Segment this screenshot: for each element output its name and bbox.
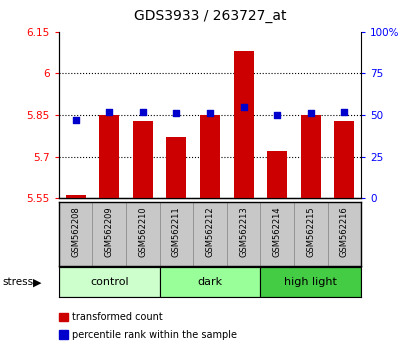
Text: GSM562213: GSM562213 xyxy=(239,206,248,257)
Point xyxy=(139,109,146,115)
Bar xyxy=(200,115,220,198)
Bar xyxy=(59,267,160,297)
Text: GSM562208: GSM562208 xyxy=(71,206,80,257)
Bar xyxy=(166,137,186,198)
Point xyxy=(106,109,113,115)
Text: GDS3933 / 263727_at: GDS3933 / 263727_at xyxy=(134,9,286,23)
Bar xyxy=(160,267,260,297)
Text: GSM562209: GSM562209 xyxy=(105,206,114,257)
Bar xyxy=(334,121,354,198)
Bar xyxy=(294,202,328,266)
Bar xyxy=(126,202,160,266)
Bar xyxy=(99,115,119,198)
Bar xyxy=(92,202,126,266)
Bar xyxy=(260,267,361,297)
Bar xyxy=(301,115,321,198)
Point xyxy=(207,110,213,116)
Text: high light: high light xyxy=(284,277,337,287)
Point xyxy=(173,110,180,116)
Text: GSM562212: GSM562212 xyxy=(205,206,215,257)
Text: ▶: ▶ xyxy=(33,277,41,287)
Bar xyxy=(66,195,86,198)
Text: percentile rank within the sample: percentile rank within the sample xyxy=(72,330,237,340)
Bar xyxy=(234,51,254,198)
Point xyxy=(307,110,314,116)
Text: GSM562214: GSM562214 xyxy=(273,206,282,257)
Text: GSM562215: GSM562215 xyxy=(306,206,315,257)
Bar xyxy=(193,202,227,266)
Point xyxy=(274,112,281,118)
Bar xyxy=(59,202,92,266)
Bar xyxy=(328,202,361,266)
Point xyxy=(72,117,79,123)
Text: dark: dark xyxy=(197,277,223,287)
Text: GSM562210: GSM562210 xyxy=(138,206,147,257)
Text: stress: stress xyxy=(2,277,33,287)
Bar xyxy=(267,151,287,198)
Text: GSM562216: GSM562216 xyxy=(340,206,349,257)
Text: transformed count: transformed count xyxy=(72,312,163,322)
Text: GSM562211: GSM562211 xyxy=(172,206,181,257)
Bar xyxy=(260,202,294,266)
Bar xyxy=(160,202,193,266)
Point xyxy=(341,109,348,115)
Point xyxy=(240,104,247,110)
Bar xyxy=(227,202,260,266)
Text: control: control xyxy=(90,277,129,287)
Bar xyxy=(133,121,153,198)
